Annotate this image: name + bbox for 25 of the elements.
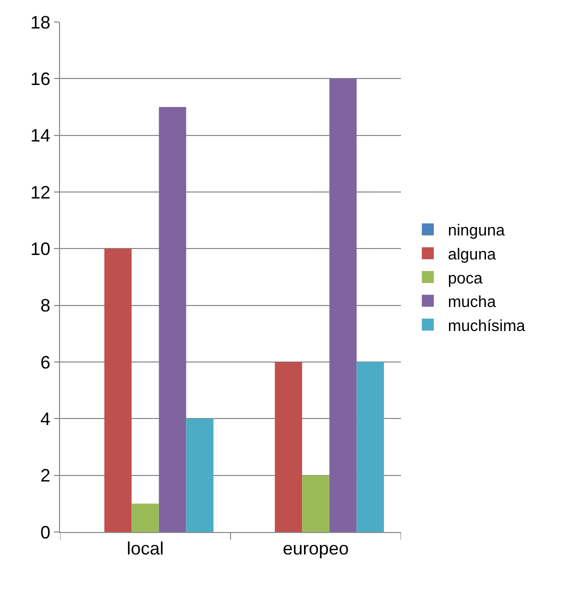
bar xyxy=(104,248,132,532)
y-tick-label: 6 xyxy=(40,352,50,372)
y-tick-label: 16 xyxy=(30,68,50,89)
legend-label: mucha xyxy=(448,294,496,312)
legend-label: alguna xyxy=(448,246,496,264)
y-tick-label: 2 xyxy=(40,466,50,486)
bar xyxy=(329,78,357,532)
y-tick-label: 8 xyxy=(40,296,50,316)
y-tick-label: 10 xyxy=(30,238,50,259)
bar xyxy=(356,362,384,532)
y-tick-label: 18 xyxy=(30,12,50,32)
legend-label: ninguna xyxy=(448,222,505,240)
y-tick-label: 4 xyxy=(40,408,50,429)
x-tick-label: local xyxy=(126,538,164,559)
y-tick-label: 0 xyxy=(40,522,50,542)
bar xyxy=(186,418,214,532)
x-tick-label: europeo xyxy=(282,538,349,559)
bar xyxy=(158,107,186,532)
bar xyxy=(132,504,159,532)
legend-label: muchísima xyxy=(448,318,526,335)
legend-label: poca xyxy=(448,270,483,288)
y-tick-label: 14 xyxy=(30,126,50,146)
bar xyxy=(302,475,330,532)
y-tick-label: 12 xyxy=(30,182,50,202)
bar xyxy=(274,362,302,532)
